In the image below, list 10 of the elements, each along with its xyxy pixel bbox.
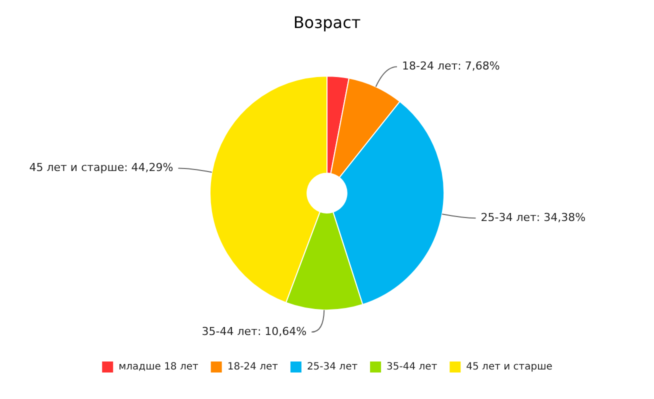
legend-label: 18-24 лет (227, 362, 278, 373)
legend-label: 25-34 лет (306, 362, 358, 373)
data-label: 35-44 лет: 10,64% (202, 324, 307, 338)
legend-label: младше 18 лет (118, 362, 199, 373)
chart-title: Возраст (293, 12, 361, 32)
data-label: 45 лет и старше: 44,29% (29, 161, 174, 174)
legend-label: 35-44 лет (386, 362, 438, 373)
legend-label: 45 лет и старше (466, 362, 552, 373)
data-label: 18-24 лет: 7,68% (402, 60, 500, 73)
data-label: 25-34 лет: 34,38% (480, 210, 586, 224)
